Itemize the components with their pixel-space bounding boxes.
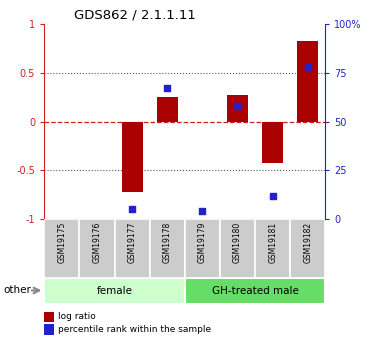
Bar [255, 219, 290, 278]
Point [270, 193, 276, 198]
Bar [157, 97, 178, 122]
Bar [44, 278, 185, 304]
Point [234, 103, 241, 109]
Bar [185, 219, 220, 278]
Point [199, 208, 206, 214]
Text: GSM19176: GSM19176 [92, 222, 102, 263]
Text: GSM19175: GSM19175 [57, 222, 66, 263]
Text: GSM19180: GSM19180 [233, 222, 242, 263]
Bar [44, 324, 54, 335]
Bar [290, 219, 325, 278]
Text: percentile rank within the sample: percentile rank within the sample [58, 325, 211, 334]
Point [305, 64, 311, 70]
Text: other: other [4, 286, 32, 295]
Point [129, 207, 135, 212]
Text: female: female [97, 286, 132, 296]
Bar [185, 278, 325, 304]
Bar [44, 219, 79, 278]
Bar [79, 219, 115, 278]
Text: log ratio: log ratio [58, 312, 95, 321]
Bar [262, 122, 283, 162]
Text: GSM19178: GSM19178 [163, 222, 172, 263]
Bar [44, 312, 54, 322]
Text: GSM19177: GSM19177 [127, 222, 137, 263]
Text: GSM19182: GSM19182 [303, 222, 312, 263]
Text: GSM19179: GSM19179 [198, 222, 207, 263]
Bar [297, 41, 318, 122]
Bar [122, 122, 142, 192]
Bar [227, 95, 248, 122]
Bar [150, 219, 185, 278]
Text: GDS862 / 2.1.1.11: GDS862 / 2.1.1.11 [74, 9, 196, 22]
Point [164, 86, 170, 91]
Text: GH-treated male: GH-treated male [212, 286, 298, 296]
Text: GSM19181: GSM19181 [268, 222, 277, 263]
Bar [220, 219, 255, 278]
Bar [115, 219, 150, 278]
